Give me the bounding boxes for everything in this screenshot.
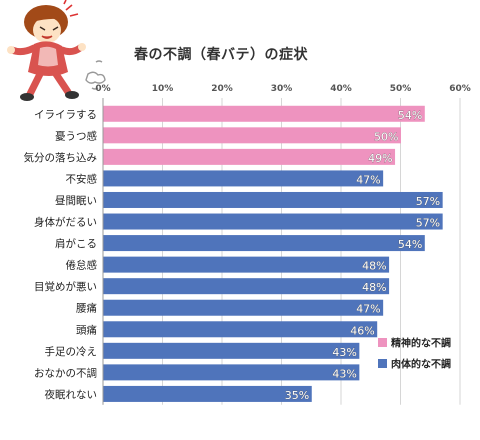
category-label: 気分の落ち込み — [24, 151, 98, 164]
data-label: 50% — [374, 130, 398, 143]
bar — [103, 148, 396, 165]
x-tick-label: 60% — [449, 84, 471, 94]
data-label: 47% — [356, 303, 380, 316]
legend-label: 肉体的な不調 — [391, 358, 451, 371]
data-label: 48% — [362, 281, 386, 294]
x-tick-label: 40% — [330, 84, 352, 94]
bar — [103, 278, 390, 295]
data-label: 57% — [416, 217, 440, 230]
bar — [103, 170, 384, 187]
legend-label: 精神的な不調 — [391, 337, 451, 350]
bar — [103, 321, 378, 338]
stressed-woman-running-illustration — [7, 0, 106, 101]
x-tick-label: 10% — [152, 84, 174, 94]
data-label: 57% — [416, 195, 440, 208]
data-label: 54% — [398, 109, 422, 122]
category-label: おなかの不調 — [34, 366, 97, 379]
bar — [103, 364, 360, 381]
category-label: 身体がだるい — [34, 216, 97, 229]
data-label: 48% — [362, 260, 386, 273]
bar — [103, 256, 390, 273]
bar — [103, 191, 443, 208]
bar — [103, 299, 384, 316]
category-label: 肩がこる — [55, 237, 97, 250]
data-label: 46% — [350, 324, 374, 337]
category-label: 憂うつ感 — [55, 129, 97, 142]
legend-swatch — [378, 338, 387, 347]
legend-swatch — [378, 359, 387, 368]
x-tick-label: 50% — [390, 84, 412, 94]
category-label: 夜眠れない — [45, 388, 98, 401]
bar — [103, 342, 360, 359]
x-tick-label: 20% — [211, 84, 233, 94]
x-tick-label: 30% — [271, 84, 293, 94]
category-label: 倦怠感 — [66, 259, 98, 272]
bar — [103, 235, 425, 252]
category-label: イライラする — [34, 109, 97, 121]
chart-title: 春の不調（春バテ）の症状 — [134, 47, 308, 63]
bar — [103, 127, 401, 144]
bar — [103, 105, 425, 122]
data-label: 49% — [368, 152, 392, 165]
data-label: 43% — [332, 367, 356, 380]
category-label: 目覚めが悪い — [34, 280, 97, 293]
bar — [103, 213, 443, 230]
bar — [103, 385, 312, 402]
category-label: 手足の冷え — [45, 345, 98, 358]
x-tick-label: 0% — [95, 84, 110, 94]
category-label: 昼間眠い — [55, 195, 97, 207]
data-label: 47% — [356, 173, 380, 186]
data-label: 35% — [285, 389, 309, 402]
category-label: 腰痛 — [76, 302, 97, 315]
category-label: 不安感 — [66, 172, 98, 185]
data-label: 43% — [332, 346, 356, 359]
category-label: 頭痛 — [76, 323, 97, 336]
data-label: 54% — [398, 238, 422, 251]
